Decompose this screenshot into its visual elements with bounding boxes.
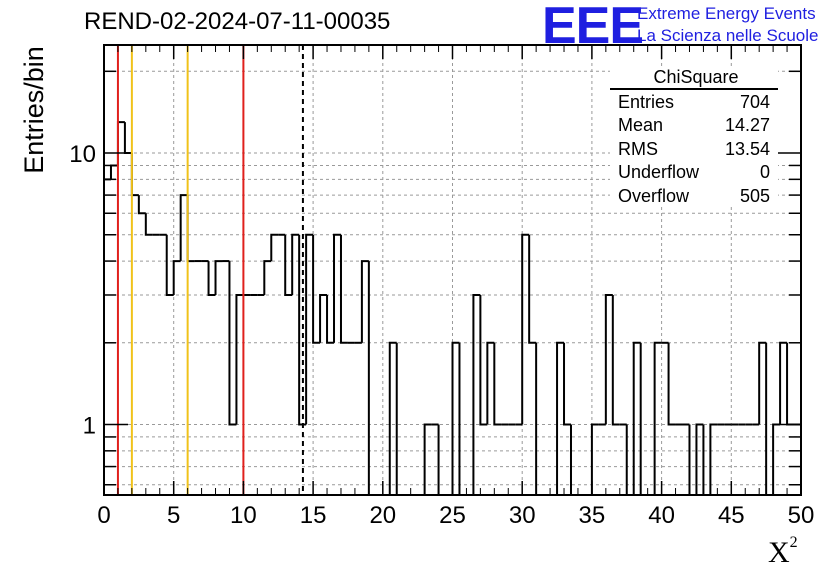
x-tick-label: 5 xyxy=(167,502,180,529)
histogram-bin xyxy=(360,260,369,343)
histogram-bin xyxy=(339,234,348,344)
stats-row-rms: RMS 13.54 xyxy=(610,137,778,160)
stats-row-overflow: Overflow 505 xyxy=(610,184,778,207)
histogram-bin xyxy=(639,342,648,496)
histogram-bin xyxy=(319,293,328,343)
histogram-bin xyxy=(270,233,279,262)
histogram-bin xyxy=(291,233,300,295)
x-tick-label: 35 xyxy=(579,502,606,529)
histogram-bin xyxy=(388,341,397,495)
histogram-bin xyxy=(144,213,153,236)
histogram-bin xyxy=(312,234,321,344)
histogram-bin xyxy=(263,260,272,295)
histogram-bin xyxy=(479,294,488,426)
histogram-bin xyxy=(590,423,599,495)
run-title: REND-02-2024-07-11-00035 xyxy=(84,8,391,35)
axis-ticks xyxy=(103,45,802,495)
histogram-bin xyxy=(284,234,293,296)
y-axis-label: Entries/bin xyxy=(19,46,49,174)
histogram-bin xyxy=(604,293,613,425)
x-axis-label-symbol: X xyxy=(768,536,790,569)
histogram-bin xyxy=(765,342,774,496)
histogram-bin xyxy=(395,342,404,496)
histogram-bin xyxy=(179,194,188,262)
x-tick-label: 15 xyxy=(300,502,327,529)
x-axis-label-superscript: 2 xyxy=(789,534,798,551)
stats-label: Underflow xyxy=(618,162,700,183)
histogram-bin xyxy=(535,342,544,496)
stats-box: ChiSquare Entries 704 Mean 14.27 RMS 13.54 … xyxy=(610,66,778,207)
stats-value: 14.27 xyxy=(724,115,770,136)
histogram-bin xyxy=(779,341,788,425)
y-tick-label: 1 xyxy=(83,413,96,440)
histogram-bin xyxy=(423,423,432,495)
histogram-bin xyxy=(214,260,223,295)
histogram-bin xyxy=(103,178,111,495)
x-tick-label: 0 xyxy=(97,502,110,529)
histogram-bin xyxy=(528,234,537,344)
histogram-bin xyxy=(137,195,146,215)
histogram-bin xyxy=(632,341,641,495)
stats-value: 704 xyxy=(739,92,770,112)
stats-value: 0 xyxy=(759,162,770,183)
histogram-bin xyxy=(172,260,181,295)
histogram-bin xyxy=(333,233,341,343)
histogram-bin xyxy=(653,341,662,495)
histogram-bin xyxy=(235,293,244,425)
histogram-bin xyxy=(667,342,676,426)
eee-logo: EEE xyxy=(542,0,644,55)
histogram-bin xyxy=(228,261,237,426)
stats-label: RMS xyxy=(618,138,658,159)
histogram-bin xyxy=(695,423,704,495)
stats-row-mean: Mean 14.27 xyxy=(610,113,778,136)
x-tick-label: 45 xyxy=(718,502,745,529)
stats-label: Overflow xyxy=(618,185,690,206)
histogram-bin xyxy=(486,341,495,425)
histogram-bin xyxy=(116,121,125,166)
stats-row-entries: Entries 704 xyxy=(610,90,778,113)
x-tick-label: 40 xyxy=(648,502,675,529)
histogram-bin xyxy=(130,153,139,197)
histogram-bin xyxy=(758,341,767,425)
histogram-bin xyxy=(326,294,335,344)
logo-subtitle-line2: La Scienza nelle Scuole xyxy=(637,26,819,45)
histogram-bin xyxy=(709,423,718,495)
histogram-bin xyxy=(165,234,174,296)
stats-box-title: ChiSquare xyxy=(610,66,778,90)
histogram-bin xyxy=(123,122,132,155)
stats-value: 13.54 xyxy=(724,138,770,159)
x-tick-label: 20 xyxy=(369,502,396,529)
histogram-bin xyxy=(521,233,530,425)
histogram-bin xyxy=(207,261,216,296)
marker-lines xyxy=(116,45,304,495)
tick-labels: 0 5 10 15 20 25 30 35 40 45 50 1 10 xyxy=(69,141,814,529)
histogram-bin xyxy=(109,164,118,180)
histogram-bin xyxy=(305,233,314,425)
histogram-bin xyxy=(556,341,565,495)
x-tick-label: 25 xyxy=(439,502,466,529)
histogram-bin xyxy=(367,261,376,496)
stats-row-underflow: Underflow 0 xyxy=(610,160,778,183)
histogram-bin xyxy=(563,342,571,426)
histogram-bin xyxy=(786,342,795,426)
histogram-bin xyxy=(472,293,481,495)
histogram-bin xyxy=(451,341,460,495)
stats-value: 505 xyxy=(739,185,770,206)
x-axis-label: X2 xyxy=(768,534,798,570)
histogram-bin xyxy=(611,294,620,426)
x-tick-label: 50 xyxy=(788,502,815,529)
x-tick-label: 10 xyxy=(230,502,257,529)
histogram-bin xyxy=(186,195,195,263)
stats-label: Mean xyxy=(618,115,664,136)
x-tick-label: 30 xyxy=(509,502,536,529)
y-tick-label: 10 xyxy=(69,141,96,168)
logo-subtitle-line1: Extreme Energy Events xyxy=(637,4,816,23)
stats-label: Entries xyxy=(618,92,675,112)
histogram-bin xyxy=(458,342,467,496)
histogram-bin xyxy=(493,342,502,426)
